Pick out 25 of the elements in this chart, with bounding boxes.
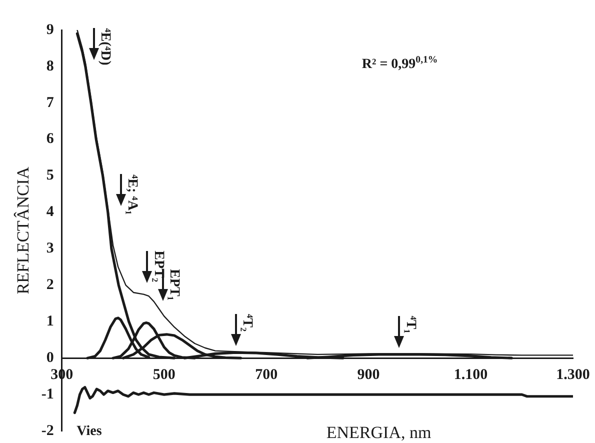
y-axis-title: REFLECTÂNCIA <box>14 166 33 294</box>
y-tick-label: 3 <box>46 240 54 257</box>
series-label: Vies <box>76 424 102 439</box>
y-tick-label: -2 <box>41 422 54 439</box>
y-tick-label: 8 <box>46 58 54 74</box>
y-tick-label: 0 <box>46 350 54 366</box>
x-tick-label: 700 <box>255 366 278 383</box>
x-tick-label: 1.100 <box>454 366 488 383</box>
y-tick-label: -1 <box>41 386 54 402</box>
annotation: ⁴T₂ <box>240 314 255 332</box>
y-tick-label: 1 <box>46 314 54 330</box>
y-tick-label: 5 <box>46 168 54 184</box>
y-tick-label: 9 <box>46 22 54 38</box>
y-tick-label: 7 <box>46 94 54 111</box>
annotation: ⁴T₁ <box>403 316 418 334</box>
y-tick-label: 6 <box>46 131 54 148</box>
x-axis-title: ENERGIA, nm <box>326 422 432 442</box>
x-tick-label: 1.300 <box>556 366 590 383</box>
annotation: ⁴E; ⁴A₁ <box>124 174 140 215</box>
y-tick-label: 4 <box>46 204 54 220</box>
annotation: ⁴E(⁴D) <box>98 28 113 66</box>
x-tick-label: 900 <box>357 366 380 383</box>
x-tick-label: 500 <box>152 366 176 383</box>
annotation: EPT₁ <box>166 269 182 300</box>
y-tick-label: 2 <box>46 277 54 294</box>
